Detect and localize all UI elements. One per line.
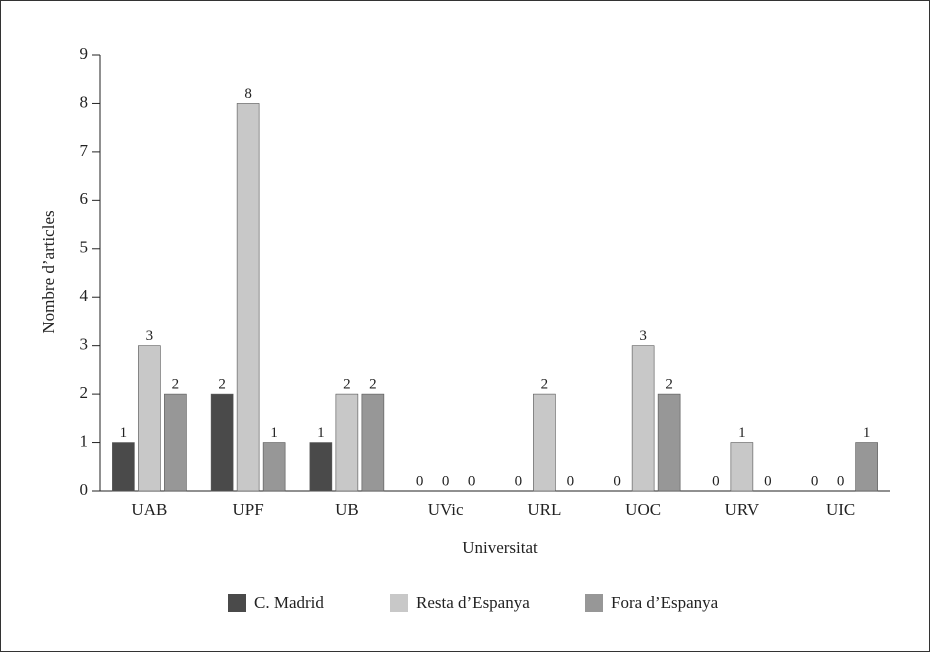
value-label: 0 [567,473,575,489]
x-tick-label: UVic [428,500,464,519]
bar [335,393,359,492]
x-axis-label: Universitat [462,538,538,557]
value-label: 2 [665,377,673,393]
value-label: 0 [442,473,450,489]
y-tick-label: 2 [80,383,89,402]
value-label: 2 [541,377,549,393]
value-label: 1 [120,425,128,441]
bar [262,442,286,492]
value-label: 0 [764,473,772,489]
y-axis-label: Nombre d’articles [39,210,58,333]
value-label: 0 [416,473,424,489]
value-label: 1 [738,425,746,441]
y-tick-label: 5 [80,238,89,257]
value-label: 0 [811,473,819,489]
y-tick-label: 8 [80,92,89,111]
bar [855,442,878,492]
x-tick-label: UOC [625,500,661,519]
legend-label: C. Madrid [254,593,324,612]
x-tick-label: UPF [233,500,264,519]
bar [730,442,754,492]
value-label: 3 [639,328,647,344]
bar [533,393,556,492]
value-label: 1 [863,425,871,441]
legend-label: Resta d’Espanya [416,593,530,612]
value-label: 8 [244,86,252,102]
value-label: 0 [468,473,476,489]
y-tick-label: 7 [80,141,89,160]
bar [138,345,161,492]
bar [361,393,385,492]
y-tick-label: 4 [80,286,89,305]
legend-label: Fora d’Espanya [611,593,719,612]
y-tick-label: 0 [80,480,89,499]
y-tick-label: 6 [80,189,89,208]
value-label: 3 [146,328,154,344]
bar [631,345,655,492]
value-label: 1 [317,425,325,441]
bar [309,442,333,492]
bar [657,393,681,492]
bar [236,103,260,492]
value-label: 2 [343,377,351,393]
value-label: 2 [172,377,180,393]
value-label: 2 [218,377,226,393]
value-label: 0 [712,473,720,489]
value-label: 0 [613,473,621,489]
y-tick-label: 1 [80,431,89,450]
x-tick-label: URL [527,500,561,519]
y-tick-label: 9 [80,44,89,63]
legend-swatch [390,594,408,612]
bar [210,393,234,492]
legend-swatch [228,594,246,612]
value-label: 1 [270,425,278,441]
bar [112,442,135,492]
value-label: 0 [515,473,523,489]
x-tick-label: UB [335,500,359,519]
y-tick-label: 3 [80,335,89,354]
x-tick-label: UAB [131,500,167,519]
x-tick-label: URV [725,500,760,519]
x-tick-label: UIC [826,500,855,519]
value-label: 2 [369,377,377,393]
value-label: 0 [837,473,845,489]
bar [164,393,187,492]
legend-swatch [585,594,603,612]
